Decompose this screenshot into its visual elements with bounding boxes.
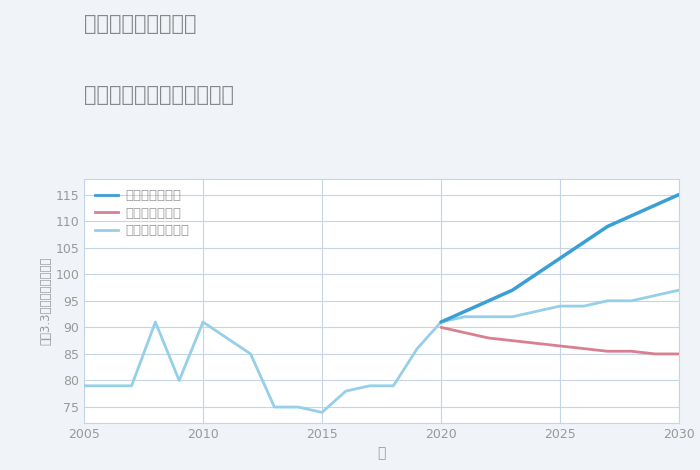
- バッドシナリオ: [508, 338, 517, 344]
- グッドシナリオ: [437, 319, 445, 325]
- バッドシナリオ: [484, 335, 493, 341]
- Y-axis label: 坪（3.3㎡）単価（万円）: 坪（3.3㎡）単価（万円）: [39, 257, 52, 345]
- バッドシナリオ: [651, 351, 659, 357]
- Line: バッドシナリオ: バッドシナリオ: [441, 328, 679, 354]
- Line: ノーマルシナリオ: ノーマルシナリオ: [84, 290, 679, 412]
- ノーマルシナリオ: [580, 303, 588, 309]
- ノーマルシナリオ: [223, 335, 231, 341]
- グッドシナリオ: [675, 192, 683, 197]
- グッドシナリオ: [532, 271, 540, 277]
- グッドシナリオ: [651, 203, 659, 208]
- ノーマルシナリオ: [246, 351, 255, 357]
- ノーマルシナリオ: [270, 404, 279, 410]
- ノーマルシナリオ: [127, 383, 136, 389]
- Line: グッドシナリオ: グッドシナリオ: [441, 195, 679, 322]
- グッドシナリオ: [508, 287, 517, 293]
- ノーマルシナリオ: [627, 298, 636, 304]
- ノーマルシナリオ: [318, 409, 326, 415]
- ノーマルシナリオ: [461, 314, 469, 320]
- ノーマルシナリオ: [675, 287, 683, 293]
- ノーマルシナリオ: [80, 383, 88, 389]
- グッドシナリオ: [603, 224, 612, 229]
- バッドシナリオ: [461, 330, 469, 336]
- ノーマルシナリオ: [508, 314, 517, 320]
- ノーマルシナリオ: [532, 309, 540, 314]
- バッドシナリオ: [627, 348, 636, 354]
- X-axis label: 年: 年: [377, 446, 386, 461]
- ノーマルシナリオ: [413, 346, 421, 352]
- ノーマルシナリオ: [151, 319, 160, 325]
- グッドシナリオ: [461, 309, 469, 314]
- バッドシナリオ: [603, 348, 612, 354]
- ノーマルシナリオ: [556, 303, 564, 309]
- ノーマルシナリオ: [389, 383, 398, 389]
- バッドシナリオ: [556, 343, 564, 349]
- バッドシナリオ: [675, 351, 683, 357]
- Text: 中古マンションの価格推移: 中古マンションの価格推移: [84, 85, 234, 105]
- ノーマルシナリオ: [651, 293, 659, 298]
- Text: 千葉県市原市栢橋の: 千葉県市原市栢橋の: [84, 14, 197, 34]
- グッドシナリオ: [580, 240, 588, 245]
- ノーマルシナリオ: [484, 314, 493, 320]
- バッドシナリオ: [580, 346, 588, 352]
- グッドシナリオ: [627, 213, 636, 219]
- ノーマルシナリオ: [199, 319, 207, 325]
- ノーマルシナリオ: [175, 378, 183, 384]
- Legend: グッドシナリオ, バッドシナリオ, ノーマルシナリオ: グッドシナリオ, バッドシナリオ, ノーマルシナリオ: [90, 185, 193, 242]
- ノーマルシナリオ: [365, 383, 374, 389]
- ノーマルシナリオ: [342, 388, 350, 394]
- ノーマルシナリオ: [437, 319, 445, 325]
- バッドシナリオ: [437, 325, 445, 330]
- バッドシナリオ: [532, 340, 540, 346]
- ノーマルシナリオ: [104, 383, 112, 389]
- グッドシナリオ: [484, 298, 493, 304]
- グッドシナリオ: [556, 256, 564, 261]
- ノーマルシナリオ: [603, 298, 612, 304]
- ノーマルシナリオ: [294, 404, 302, 410]
